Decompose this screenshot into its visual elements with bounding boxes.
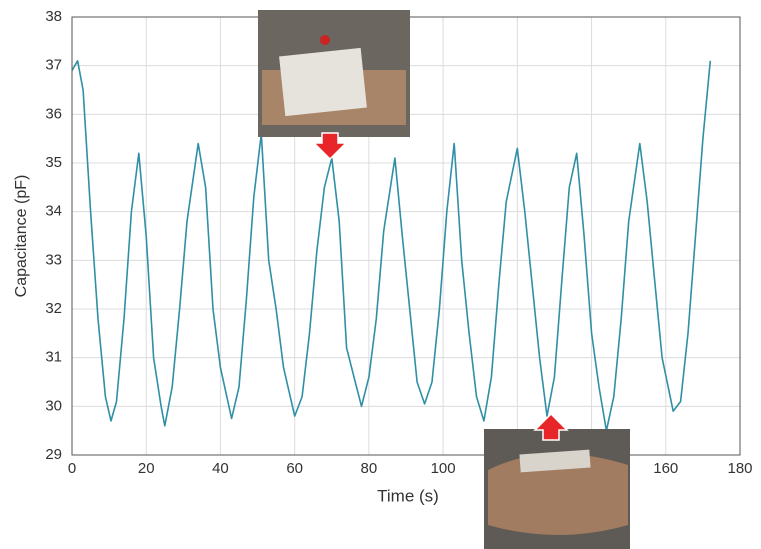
photo-bottom (484, 429, 630, 549)
x-tick-label: 180 (727, 460, 752, 477)
y-tick-label: 33 (45, 251, 62, 268)
y-tick-label: 31 (45, 349, 62, 366)
arrow-down (312, 132, 348, 161)
y-tick-label: 32 (45, 300, 62, 317)
y-tick-label: 35 (45, 154, 62, 171)
x-tick-label: 160 (653, 460, 678, 477)
x-axis-label: Time (s) (377, 486, 439, 505)
y-tick-label: 37 (45, 57, 62, 74)
data-line (71, 60, 712, 432)
x-tick-label: 40 (212, 460, 229, 477)
x-tick-label: 100 (431, 460, 456, 477)
y-tick-label: 34 (45, 203, 62, 220)
x-tick-label: 60 (286, 460, 303, 477)
y-tick-label: 30 (45, 397, 62, 414)
photo-sensor (279, 47, 367, 117)
y-tick-label: 36 (45, 105, 62, 122)
x-tick-label: 0 (68, 460, 76, 477)
arrow-up (533, 412, 569, 441)
x-tick-label: 80 (361, 460, 378, 477)
y-tick-label: 38 (45, 8, 62, 25)
photo-arm (488, 453, 628, 535)
x-tick-label: 20 (138, 460, 155, 477)
photo-top (258, 10, 410, 137)
y-tick-label: 29 (45, 446, 62, 463)
y-axis-label: Capacitance (pF) (13, 175, 30, 298)
photo-sensor (519, 449, 591, 473)
photo-marker (320, 35, 330, 45)
